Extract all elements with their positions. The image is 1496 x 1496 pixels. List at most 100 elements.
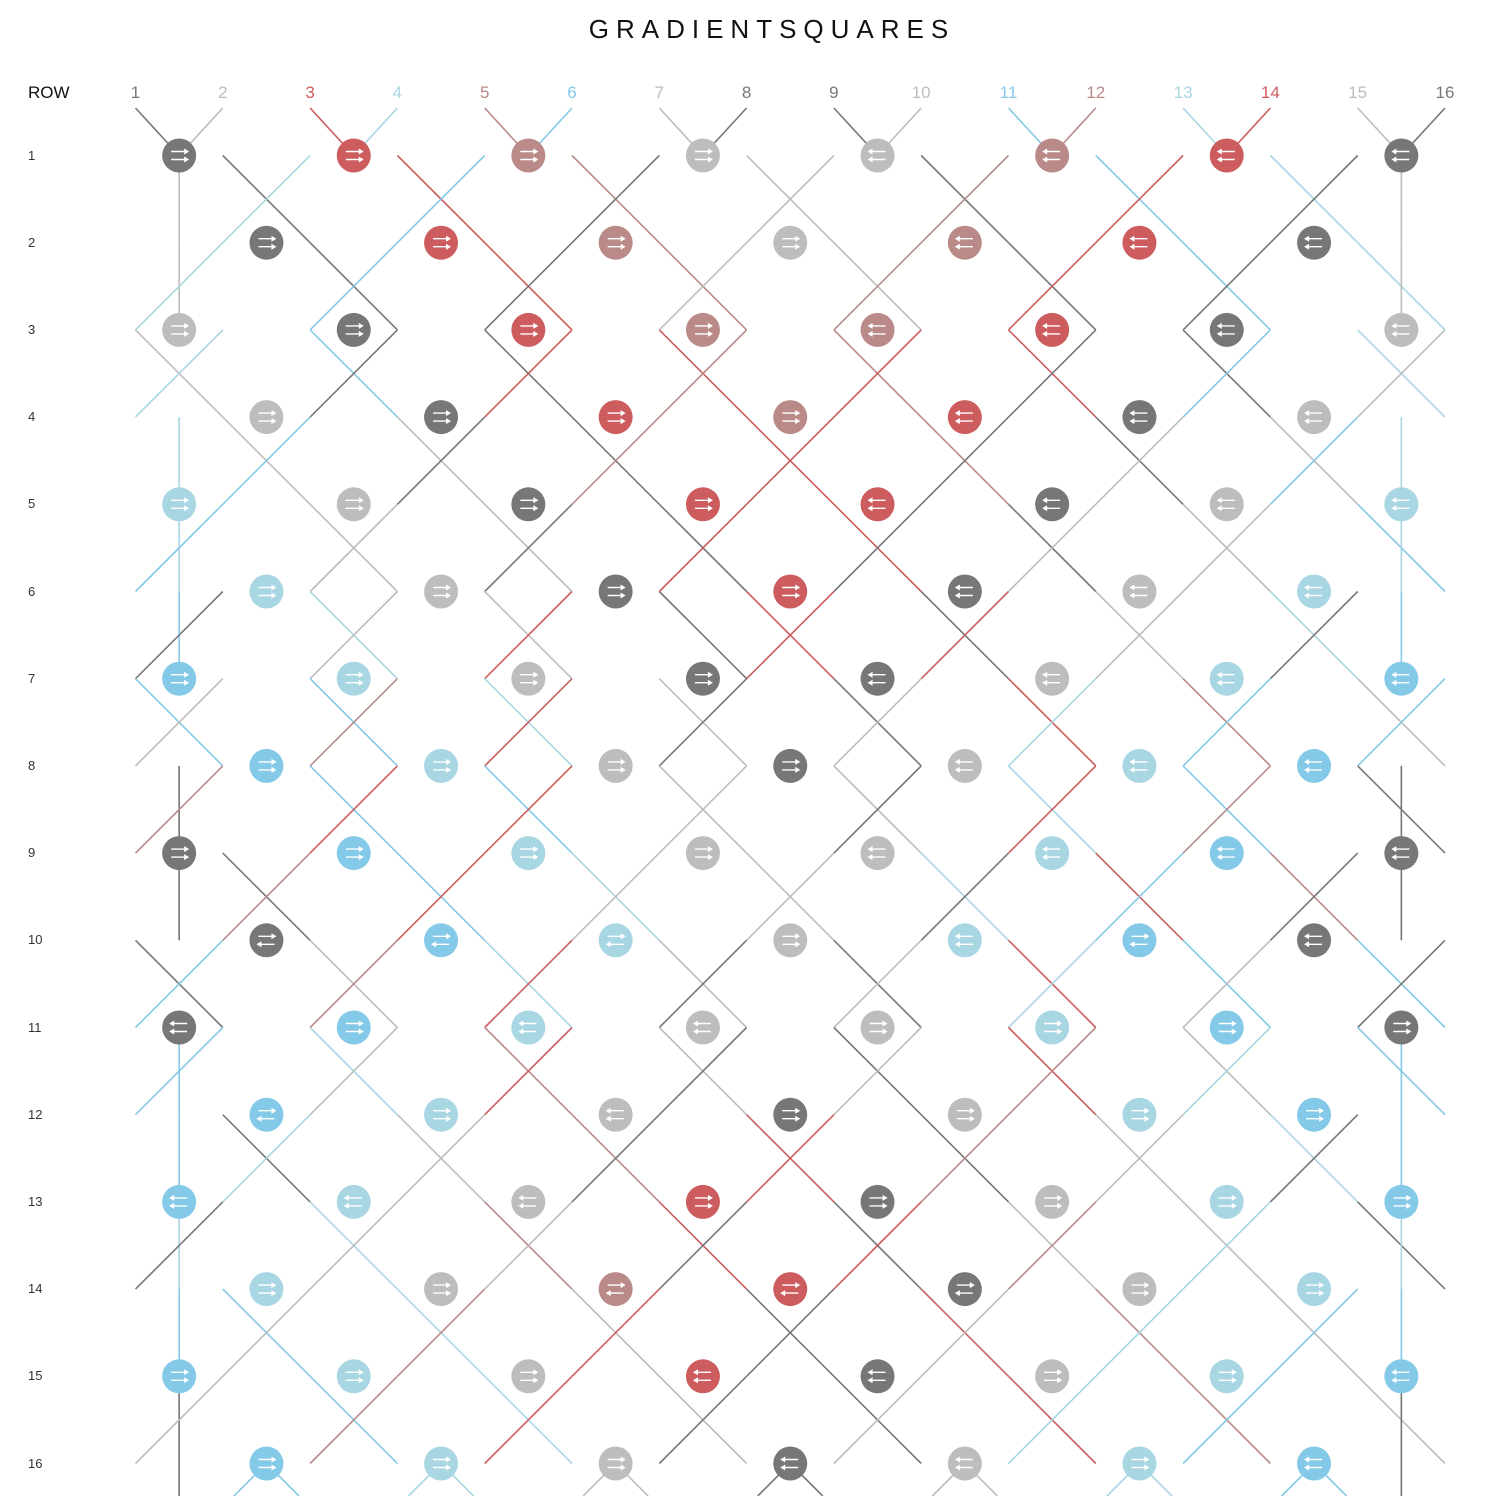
wire-segment (571, 1114, 660, 1203)
row-label-16: 16 (28, 1455, 43, 1471)
swap-node-icon (1384, 1184, 1419, 1219)
wire-segment (222, 852, 311, 941)
swap-node-icon (1384, 1359, 1419, 1394)
row-label-9: 9 (28, 845, 36, 861)
swap-node-icon (1035, 138, 1070, 173)
wire-segment (920, 590, 1010, 680)
wire-segment (571, 852, 660, 941)
wire-segment (658, 678, 748, 767)
wire-segment (658, 1026, 748, 1116)
row-label-12: 12 (28, 1106, 43, 1122)
wire-segment (833, 1026, 922, 1116)
wire-segment (134, 503, 224, 593)
swap-node-icon (685, 836, 720, 871)
wire-segment (134, 1201, 224, 1290)
wire-segment (1357, 939, 1446, 1029)
swap-node-icon (598, 923, 633, 958)
wire-segment (1095, 590, 1184, 680)
wire-segment (1182, 765, 1271, 854)
swap-node-icon (947, 225, 982, 260)
wire-segment (484, 242, 573, 331)
swap-node-icon (860, 1359, 895, 1394)
wire-segment (658, 242, 748, 331)
wire-segment (746, 1288, 835, 1377)
swap-node-icon (162, 1359, 197, 1394)
swap-node-icon (598, 1272, 633, 1307)
swap-node-icon (336, 1184, 371, 1219)
swap-node-icon (773, 225, 808, 260)
swap-node-icon (947, 923, 982, 958)
wire-segment (1007, 242, 1097, 331)
swap-node-icon (773, 748, 808, 783)
swap-node-icon (1297, 400, 1332, 435)
wire-segment (658, 329, 748, 418)
swap-node-icon (685, 1184, 720, 1219)
wire-segment (1095, 1114, 1184, 1203)
swap-node-icon (1122, 1272, 1157, 1307)
swap-node-icon (1297, 1097, 1332, 1132)
wire-segment (920, 1114, 1010, 1203)
wire-segment (746, 852, 835, 941)
wire-segment (134, 1375, 224, 1465)
wire-segment (396, 1288, 486, 1377)
row-label-6: 6 (28, 583, 36, 599)
column-label-13: 13 (1173, 83, 1193, 102)
swap-node-icon (947, 1097, 982, 1132)
swap-node-icon (1384, 312, 1419, 347)
wire-segment (1007, 1375, 1097, 1465)
wire-segment (1357, 329, 1446, 418)
wire-segment (309, 329, 398, 418)
row-label-1: 1 (28, 147, 36, 163)
wire-segment (309, 503, 398, 593)
wire-segment (920, 154, 1010, 244)
swap-node-icon (424, 574, 459, 609)
swap-node-icon (336, 487, 371, 522)
wire-segment (309, 765, 398, 854)
row-label-10: 10 (28, 932, 43, 948)
swap-node-icon (162, 661, 197, 696)
wire-segment (833, 678, 922, 767)
swap-node-icon (424, 400, 459, 435)
wire-segment (658, 1201, 748, 1290)
swap-node-icon (773, 400, 808, 435)
swap-node-icon (1035, 836, 1070, 871)
swap-node-icon (249, 400, 284, 435)
swap-node-icon (947, 574, 982, 609)
wire-segment (134, 242, 224, 331)
wire-segment (1007, 939, 1097, 1029)
column-label-7: 7 (654, 83, 665, 102)
swap-node-icon (947, 748, 982, 783)
wire-segment (571, 1288, 660, 1377)
column-label-5: 5 (479, 83, 490, 102)
wire-segment (1182, 1026, 1271, 1116)
swap-node-icon (511, 1184, 546, 1219)
swap-node-icon (1209, 1184, 1244, 1219)
swap-node-icon (1035, 487, 1070, 522)
wire-segment (484, 678, 573, 767)
swap-node-icon (1209, 1010, 1244, 1045)
wire-segment (309, 939, 398, 1029)
wire-segment (658, 939, 748, 1029)
swap-node-icon (1209, 312, 1244, 347)
swap-node-icon (249, 1272, 284, 1307)
row-label-4: 4 (28, 409, 36, 425)
swap-node-icon (860, 836, 895, 871)
swap-node-icon (947, 1446, 982, 1481)
swap-node-icon (1035, 312, 1070, 347)
wire-segment (658, 1375, 748, 1465)
swap-node-icon (685, 312, 720, 347)
wire-segment (833, 939, 922, 1029)
wire-segment (1007, 678, 1097, 767)
swap-node-icon (598, 1446, 633, 1481)
swap-node-icon (249, 923, 284, 958)
wire-segment (1357, 678, 1446, 767)
swap-node-icon (249, 225, 284, 260)
wire-segment (1095, 154, 1184, 244)
swap-node-icon (685, 1359, 720, 1394)
row-label-11: 11 (28, 1019, 42, 1035)
wire-segment (396, 416, 486, 505)
wire-segment (920, 1288, 1010, 1377)
wire-segment (222, 1114, 311, 1203)
row-label-3: 3 (28, 321, 36, 337)
